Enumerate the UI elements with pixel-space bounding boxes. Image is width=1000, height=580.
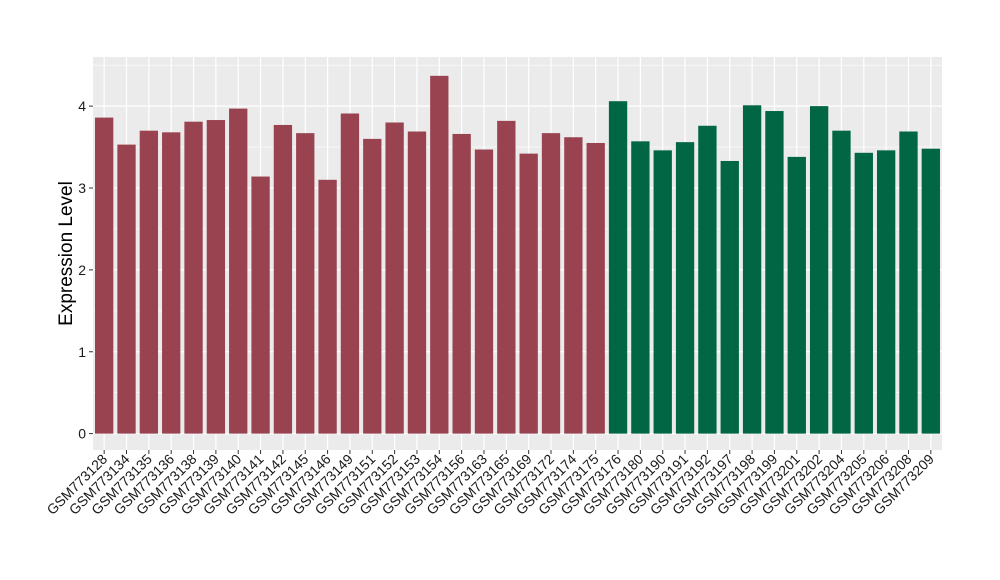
y-tick-label: 4 (78, 98, 86, 114)
bar-GSM773139 (206, 120, 226, 434)
bar-GSM773169 (519, 153, 538, 434)
bar-GSM773136 (162, 132, 181, 434)
bar-GSM773206 (876, 150, 896, 434)
bar-GSM773180 (631, 141, 650, 434)
bar-GSM773205 (854, 152, 873, 434)
y-axis: 0 1 2 3 4 (78, 98, 93, 442)
bar-GSM773128 (95, 117, 114, 434)
bar-GSM773142 (273, 124, 293, 434)
bar-GSM773152 (385, 122, 404, 434)
bar-GSM773149 (340, 113, 360, 434)
bar-GSM773201 (787, 156, 806, 434)
bar-GSM773209 (921, 148, 940, 434)
bar-GSM773191 (675, 142, 695, 434)
bar-GSM773154 (430, 75, 449, 434)
bar-GSM773163 (474, 149, 494, 434)
bar-GSM773190 (653, 150, 672, 434)
bar-GSM773134 (117, 144, 136, 434)
bar-GSM773146 (318, 179, 337, 434)
bar-GSM773192 (698, 125, 717, 434)
bar-GSM773198 (742, 105, 762, 434)
bar-GSM773145 (296, 133, 315, 434)
bar-GSM773151 (363, 138, 382, 434)
bar-GSM773141 (251, 176, 270, 434)
bar-GSM773135 (139, 130, 159, 434)
bar-GSM773153 (407, 131, 427, 434)
y-axis-title: Expression Level (56, 181, 77, 326)
bar-GSM773156 (452, 133, 471, 434)
x-axis: GSM773128GSM773134GSM773135GSM773136GSM7… (43, 450, 937, 518)
bar-GSM773199 (765, 111, 784, 434)
y-tick-label: 3 (78, 180, 86, 196)
bar-GSM773176 (608, 101, 628, 434)
y-tick-label: 0 (78, 426, 86, 442)
bar-GSM773174 (564, 137, 583, 434)
bar-GSM773202 (809, 106, 829, 434)
bar-GSM773172 (541, 133, 561, 434)
y-tick-label: 2 (78, 262, 86, 278)
bar-GSM773204 (832, 130, 851, 434)
bar-GSM773138 (184, 121, 203, 434)
y-tick-label: 1 (78, 344, 86, 360)
bar-GSM773175 (586, 142, 605, 434)
bars (95, 75, 940, 434)
bar-GSM773140 (229, 108, 248, 434)
bar-GSM773197 (720, 160, 739, 434)
bar-GSM773165 (497, 120, 516, 434)
bar-GSM773208 (899, 131, 918, 434)
